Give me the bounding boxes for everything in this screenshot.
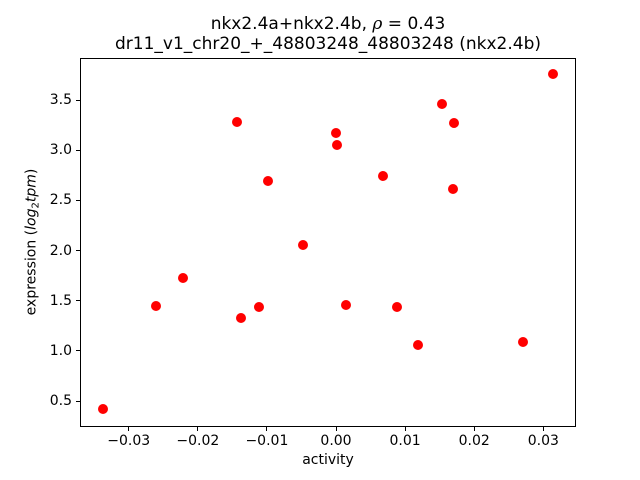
title-gene-pair: nkx2.4a+nkx2.4b, [210,14,373,34]
x-tick-label: 0.00 [320,433,352,449]
y-label-tpm: tpm [23,174,40,203]
y-tick-label: 3.5 [49,92,72,109]
x-tick-mark [404,427,406,431]
x-tick-mark [197,427,199,431]
y-label-log: log [23,208,40,230]
y-tick-label: 1.0 [49,342,72,359]
y-tick-label: 3.0 [49,142,72,159]
x-tick-mark [128,427,130,431]
chart-title-line2: dr11_v1_chr20_+_48803248_48803248 (nkx2.… [114,34,541,54]
y-label-prefix: expression ( [23,229,40,316]
x-tick-label: −0.03 [107,433,151,449]
y-label-sub2: 2 [30,202,42,209]
y-axis-label: expression (log2tpm) [24,169,45,316]
x-tick-mark [335,427,337,431]
x-axis-label: activity [302,452,354,468]
x-tick-mark [266,427,268,431]
x-tick-mark [542,427,544,431]
y-tick-label: 0.5 [49,393,72,409]
x-tick-label: −0.02 [176,433,220,449]
x-tick-label: −0.01 [245,433,289,449]
chart-title-line1: nkx2.4a+nkx2.4b, ρ = 0.43 [80,14,576,34]
x-tick-label: 0.03 [527,433,559,449]
y-label-suffix: ) [23,168,40,175]
x-tick-mark [473,427,475,431]
plot-area [80,58,576,427]
rho-symbol: ρ [372,14,383,34]
x-tick-label: 0.02 [458,433,490,449]
title-rho-value: = 0.43 [382,14,446,34]
x-tick-label: 0.01 [389,433,421,449]
